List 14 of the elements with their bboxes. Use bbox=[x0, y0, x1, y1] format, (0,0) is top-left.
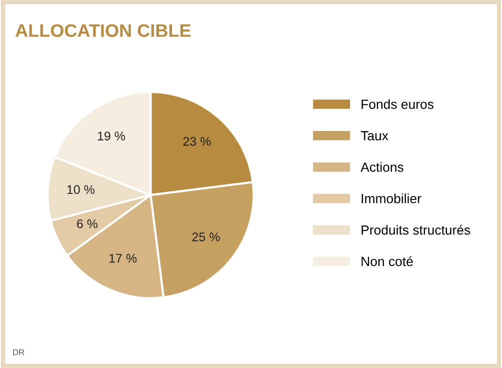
data-label: 6 % bbox=[77, 219, 98, 228]
data-label: 10 % bbox=[67, 185, 94, 194]
data-label: 19 % bbox=[98, 132, 126, 140]
data-label: 17 % bbox=[109, 254, 137, 263]
legend-label: Immobilier bbox=[362, 194, 422, 204]
text: DR bbox=[13, 349, 24, 356]
legend-label: Taux bbox=[360, 131, 388, 140]
data-label: 23 % bbox=[183, 136, 211, 146]
legend-label: Non coté bbox=[362, 256, 413, 266]
legend-label: Fonds euros bbox=[362, 99, 434, 109]
legend-label: Actions bbox=[360, 162, 404, 172]
legend-label: Produits structurés bbox=[362, 224, 470, 235]
chart-title: ALLOCATION CIBLE bbox=[16, 24, 191, 37]
data-label: 25 % bbox=[192, 232, 220, 242]
